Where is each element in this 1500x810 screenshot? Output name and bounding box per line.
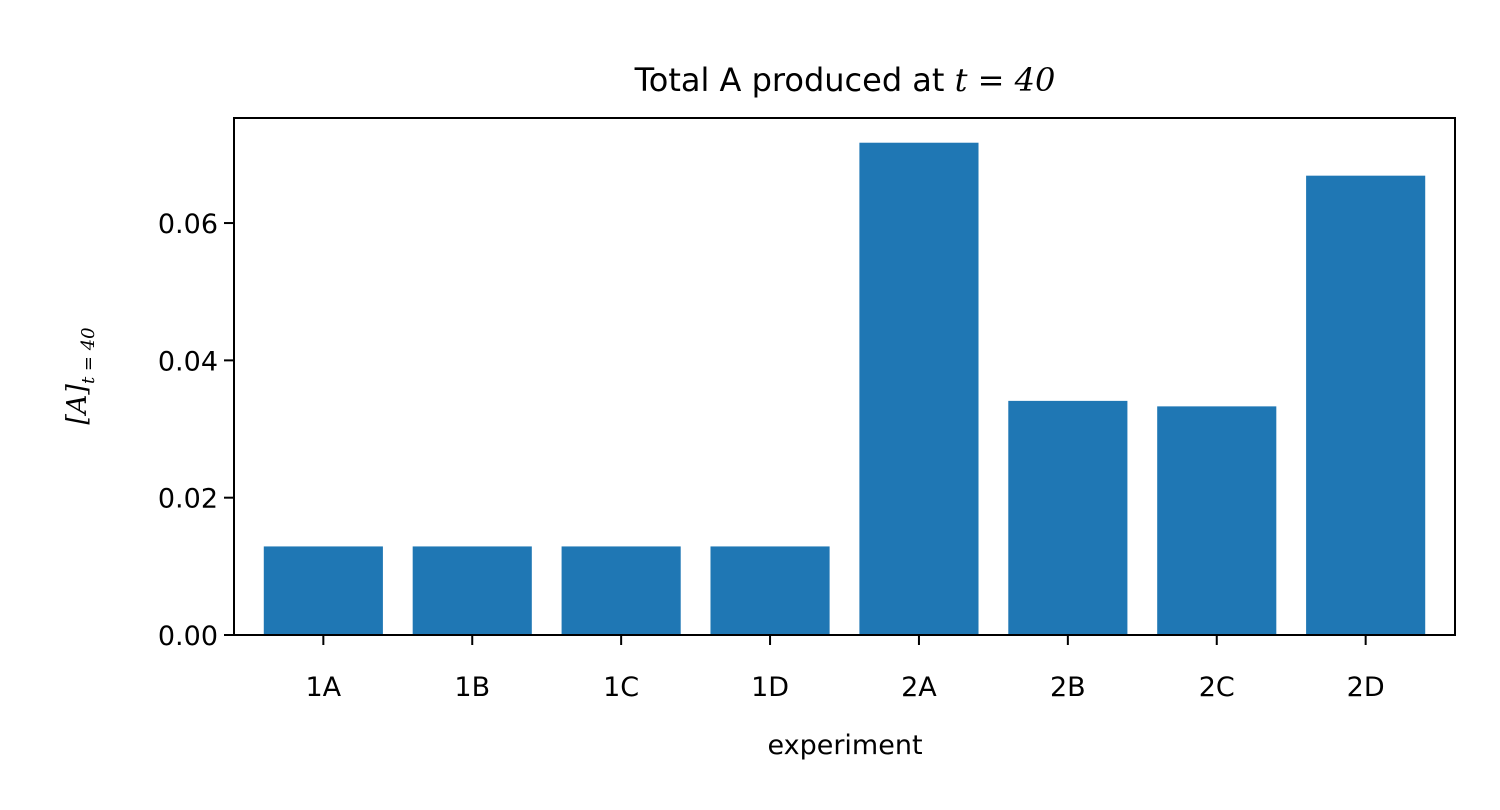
bar-1C [561,546,681,635]
x-tick-label: 1C [603,672,639,703]
x-tick-label: 2D [1347,672,1385,703]
x-tick-label: 1D [751,672,789,703]
x-axis-label: experiment [767,730,922,761]
y-tick-label: 0.02 [158,484,218,515]
bars-group [263,142,1426,635]
bar-1D [710,546,830,635]
chart-title: Total A produced at t = 40 [634,61,1056,99]
x-tick-label: 2A [901,672,937,703]
chart-title-text: Total A produced at [634,61,955,99]
x-axis: 1A 1B 1C 1D 2A 2B 2C 2D [306,635,1385,703]
x-tick-label: 1A [306,672,342,703]
y-axis-label-main: [A] [62,384,93,425]
y-tick-label: 0.06 [158,209,218,240]
bar-1A [263,546,383,635]
bar-2B [1008,400,1128,635]
x-tick-label: 2C [1199,672,1235,703]
bar-2C [1157,406,1277,635]
bar-1B [412,546,532,635]
bar-2A [859,142,979,635]
chart-title-math: t = 40 [955,61,1056,99]
plot-frame [233,117,1456,636]
y-axis: 0.00 0.02 0.04 0.06 [158,209,234,652]
y-axis-label-subscript: t = 40 [78,327,99,384]
y-axis-label: [A]t = 40 [62,327,99,424]
y-tick-label: 0.00 [158,621,218,652]
bar-2D [1306,175,1426,635]
x-tick-label: 2B [1050,672,1086,703]
x-tick-label: 1B [454,672,490,703]
y-tick-label: 0.04 [158,346,218,377]
